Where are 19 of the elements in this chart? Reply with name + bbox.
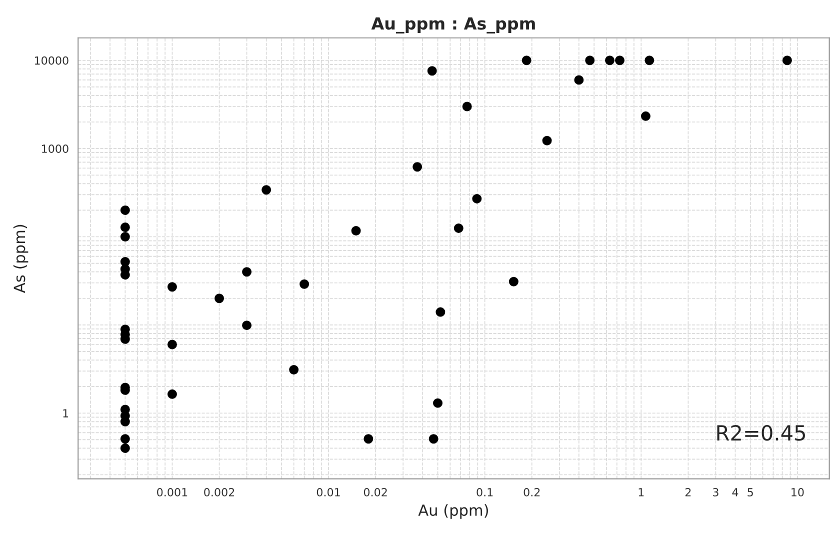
chart-title: Au_ppm : As_ppm xyxy=(371,17,535,34)
x-tick-label: 0.001 xyxy=(157,488,188,496)
x-axis-title: Au (ppm) xyxy=(418,504,488,519)
annotation: R2=0.45 xyxy=(717,424,805,441)
x-tick-label: 3 xyxy=(713,488,718,496)
x-tick-label: 2 xyxy=(685,488,691,496)
y-tick-label: 10000 xyxy=(34,56,68,65)
x-tick-label: 0.2 xyxy=(524,488,540,496)
x-tick-label: 5 xyxy=(748,488,753,496)
x-tick-label: 10 xyxy=(792,488,804,496)
x-tick-label: 0.002 xyxy=(204,488,234,496)
y-axis-title: As (ppm) xyxy=(13,224,28,293)
x-tick-label: 4 xyxy=(732,488,738,496)
x-tick-label: 1 xyxy=(638,488,644,496)
y-tick-label: 1 xyxy=(63,409,68,418)
x-tick-label: 0.02 xyxy=(364,488,387,496)
x-tick-label: 0.01 xyxy=(316,488,340,496)
y-tick-label: 1000 xyxy=(42,144,68,153)
x-tick-label: 0.1 xyxy=(476,488,493,496)
